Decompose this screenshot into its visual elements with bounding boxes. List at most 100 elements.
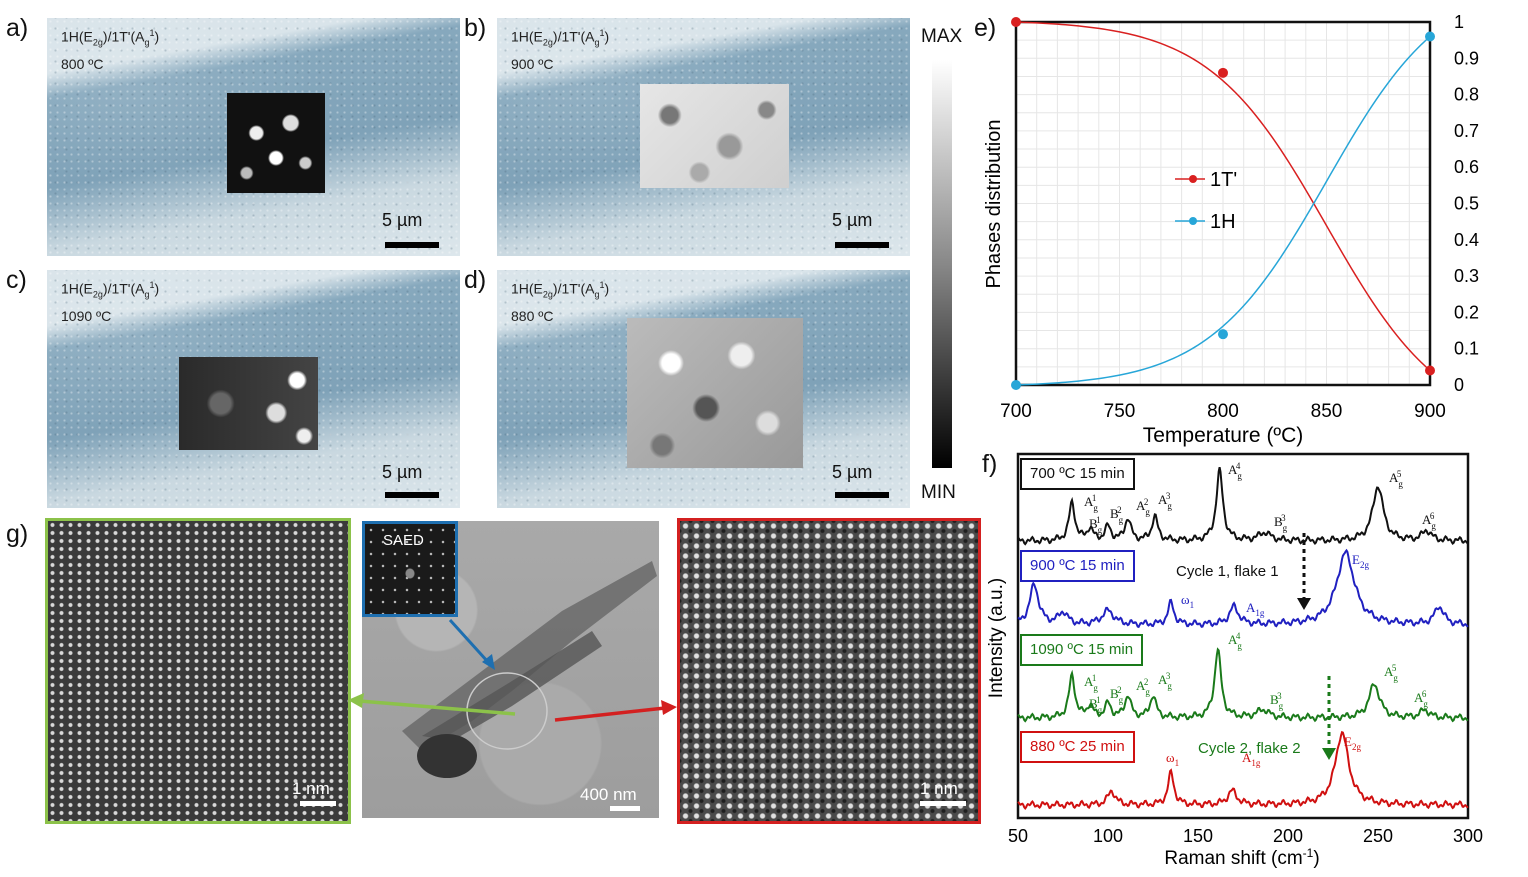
panel-g-arrows: [348, 618, 677, 722]
spectrum-880-label: 880 ºC 25 min: [1020, 731, 1135, 763]
raman-map-d: 1H(E2g)/1T'(Ag1) 880 ºC 5 µm: [497, 270, 910, 508]
cycle1-annotation: Cycle 1, flake 1: [1176, 563, 1279, 580]
phase-ytick: 0.5: [1454, 194, 1479, 214]
tem-scale-text: 400 nm: [580, 785, 637, 804]
raman-xtick: 50: [1008, 826, 1028, 846]
spectrum-1090: [1017, 647, 1469, 723]
phase-ytick: 0.2: [1454, 302, 1479, 322]
hrtem-right-scale-bar: [920, 801, 966, 806]
phase-chart-xlabel: Temperature (ºC): [1143, 424, 1304, 447]
spectrum-900-label: 900 ºC 15 min: [1020, 550, 1135, 582]
phase-point-1-0: [1011, 380, 1021, 390]
raman-xtick: 200: [1273, 826, 1303, 846]
hrtem-right: 1 nm: [677, 518, 981, 824]
svg-text:Bg2: Bg2: [1110, 685, 1124, 705]
phase-distribution-chart: 700 750 800 850 900 0 0.1 0.2 0.3 0.4 0.5 0.6 0.7 0.…: [983, 12, 1479, 447]
raman-map-a: 1H(E2g)/1T'(Ag1) 800 ºC 5 µm: [47, 18, 460, 256]
raman-map-c: 1H(E2g)/1T'(Ag1) 1090 ºC 5 µm: [47, 270, 460, 508]
svg-text:Ag4: Ag4: [1228, 631, 1242, 651]
map-b-scale-bar: [835, 242, 889, 248]
phase-point-1-2: [1425, 31, 1435, 42]
map-c-scale-bar: [385, 492, 439, 498]
raman-chart-frame: [1016, 452, 1470, 820]
svg-text:ω1: ω1: [1166, 750, 1179, 768]
phase-xtick: 850: [1311, 401, 1343, 422]
spectrum-700-label: 700 ºC 15 min: [1020, 458, 1135, 490]
phase-xtick: 900: [1414, 401, 1446, 422]
tem-overview: SAED 400 nm: [362, 521, 659, 818]
svg-text:Ag3: Ag3: [1158, 491, 1172, 511]
green-arrow: [359, 699, 516, 716]
phase-point-0-2: [1425, 365, 1435, 376]
phase-point-0-0: [1011, 17, 1021, 27]
raman-xtick: 150: [1183, 826, 1213, 846]
spectrum-700: [1017, 466, 1469, 546]
legend-1t: 1T': [1210, 169, 1237, 191]
phase-line-0: [1015, 21, 1431, 372]
raman-xtick: 300: [1453, 826, 1483, 846]
map-a-inset: [227, 93, 325, 193]
panel-e-label: e): [974, 14, 997, 42]
svg-text:A1g: A1g: [1246, 600, 1265, 618]
phase-point-0-1: [1218, 67, 1228, 78]
svg-text:Bg3: Bg3: [1274, 513, 1288, 533]
hrtem-right-scale-text: 1 nm: [920, 779, 958, 798]
raman-chart-ylabel: Intensity (a.u.): [986, 578, 1007, 698]
svg-text:E2g: E2g: [1352, 552, 1369, 570]
phase-chart-frame: [1014, 20, 1432, 387]
hrtem-left-scale-bar: [300, 801, 336, 806]
svg-text:Ag1: Ag1: [1084, 493, 1098, 513]
tem-scale-bar: [610, 806, 640, 811]
map-a-caption: 1H(E2g)/1T'(Ag1) 800 ºC: [61, 28, 160, 73]
panel-a-label: a): [6, 14, 29, 42]
map-d-caption: 1H(E2g)/1T'(Ag1) 880 ºC: [511, 280, 610, 325]
map-a-scale-bar: [385, 242, 439, 248]
raman-map-b: 1H(E2g)/1T'(Ag1) 900 ºC 5 µm: [497, 18, 910, 256]
phase-xtick: 750: [1104, 401, 1136, 422]
svg-text:Bg2: Bg2: [1110, 505, 1124, 525]
phase-xtick: 800: [1207, 401, 1239, 422]
spectrum-900: [1017, 548, 1469, 629]
map-c-scale-text: 5 µm: [382, 462, 423, 482]
svg-text:Ag5: Ag5: [1384, 663, 1398, 683]
panel-f-label: f): [982, 450, 998, 478]
raman-xtick: 250: [1363, 826, 1393, 846]
phase-chart-ylabel: Phases distribution: [983, 120, 1005, 289]
raman-chart-xlabel: Raman shift (cm-1): [1164, 846, 1319, 869]
phase-ytick: 1: [1454, 12, 1464, 32]
phase-ytick: 0: [1454, 375, 1464, 395]
map-b-caption: 1H(E2g)/1T'(Ag1) 900 ºC: [511, 28, 610, 73]
svg-text:ω1: ω1: [1181, 592, 1194, 610]
svg-text:Ag2: Ag2: [1136, 497, 1150, 517]
phase-ytick: 0.8: [1454, 85, 1479, 105]
blue-arrow: [448, 618, 490, 664]
svg-text:Bg1: Bg1: [1089, 515, 1103, 535]
saed-inset: SAED: [362, 521, 458, 617]
svg-text:Ag2: Ag2: [1136, 677, 1150, 697]
phase-ytick: 0.3: [1454, 266, 1479, 286]
raman-spectra-chart: 50 100 150 200 250 300 Intensity (a.u.) Raman…: [986, 452, 1483, 869]
colorbar-min-label: MIN: [921, 482, 956, 503]
phase-ytick: 0.4: [1454, 230, 1479, 250]
intensity-colorbar: [932, 60, 952, 468]
spectrum-1090-label: 1090 ºC 15 min: [1020, 634, 1144, 666]
svg-text:Ag5: Ag5: [1389, 469, 1403, 489]
red-arrow: [554, 706, 666, 722]
spectrum-880: [1017, 730, 1469, 810]
hrtem-left: 1 nm: [45, 518, 351, 824]
map-c-inset: [179, 357, 318, 450]
phase-xtick: 700: [1000, 401, 1032, 422]
phase-ytick: 0.7: [1454, 121, 1479, 141]
phase-point-1-1: [1218, 329, 1228, 340]
saed-label: SAED: [383, 532, 424, 549]
panel-d-label: d): [464, 266, 487, 294]
peak-labels: Ag1 Bg1 Bg2 Ag2 Ag3 Ag4 Bg3 Ag5 Ag6 ω1 A…: [1084, 461, 1436, 768]
map-d-inset: [627, 318, 803, 468]
map-b-scale-text: 5 µm: [832, 210, 873, 230]
map-c-caption: 1H(E2g)/1T'(Ag1) 1090 ºC: [61, 280, 160, 325]
map-d-scale-text: 5 µm: [832, 462, 873, 482]
phase-ytick: 0.1: [1454, 339, 1479, 359]
phase-line-1: [1015, 35, 1431, 386]
hrtem-left-scale-text: 1 nm: [292, 779, 330, 798]
svg-text:Ag1: Ag1: [1084, 673, 1098, 693]
